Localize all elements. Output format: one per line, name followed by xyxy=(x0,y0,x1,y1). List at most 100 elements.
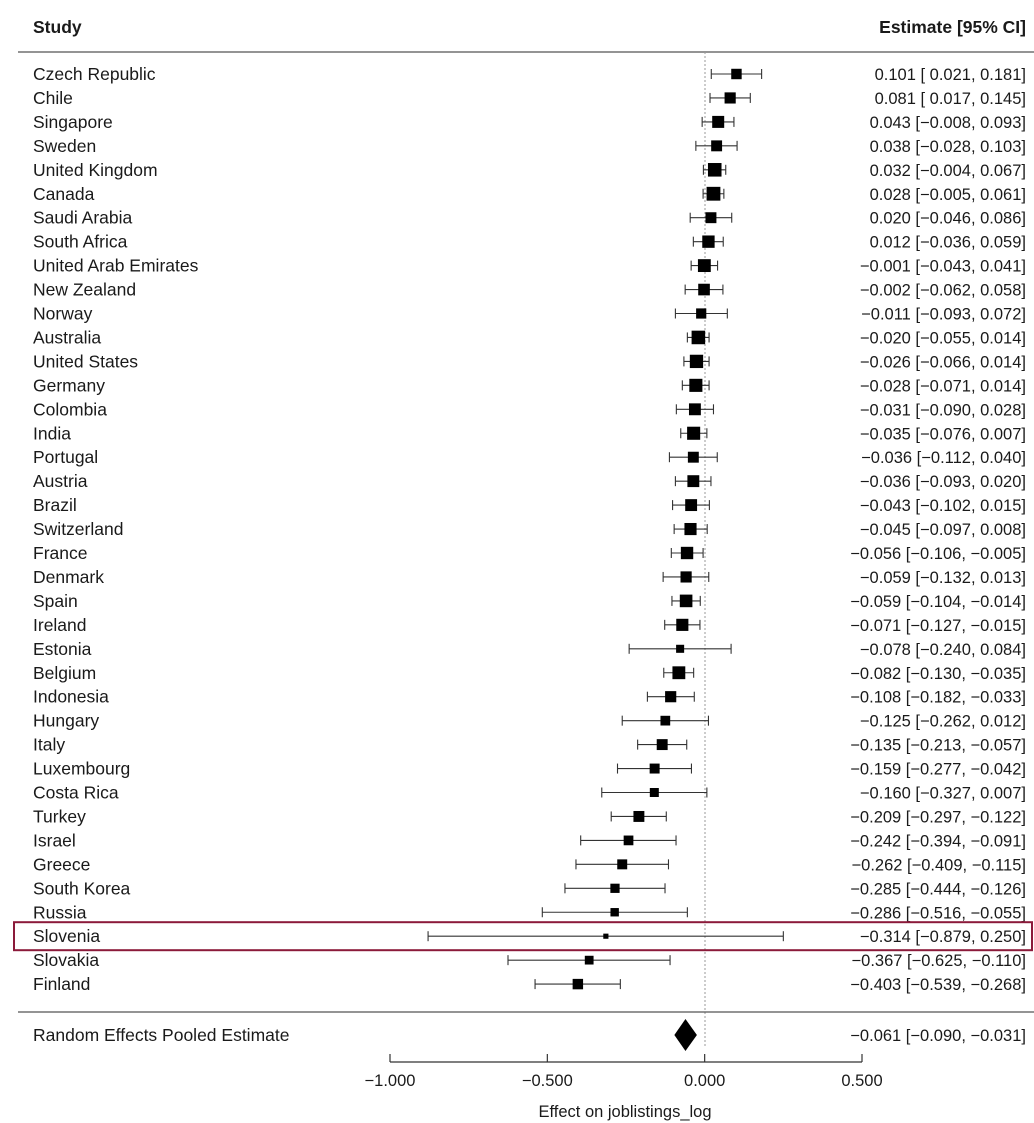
estimate-text: −0.082 [−0.130, −0.035] xyxy=(850,665,1026,683)
study-label: Estonia xyxy=(33,639,92,659)
estimate-text: −0.002 [−0.062, 0.058] xyxy=(860,282,1026,300)
study-row: Ireland −0.071 [−0.127, −0.015] xyxy=(33,615,1026,635)
estimate-text: −0.286 [−0.516, −0.055] xyxy=(850,904,1026,922)
study-row: Russia −0.286 [−0.516, −0.055] xyxy=(33,902,1026,922)
estimate-text: −0.026 [−0.066, 0.014] xyxy=(860,353,1026,371)
estimate-text: −0.020 [−0.055, 0.014] xyxy=(860,329,1026,347)
study-label: Singapore xyxy=(33,112,113,132)
study-label: France xyxy=(33,543,87,563)
estimate-text: −0.036 [−0.093, 0.020] xyxy=(860,473,1026,491)
study-row: Denmark −0.059 [−0.132, 0.013] xyxy=(33,567,1026,587)
estimate-text: −0.108 [−0.182, −0.033] xyxy=(850,689,1026,707)
header-study: Study xyxy=(33,17,82,37)
estimate-text: −0.071 [−0.127, −0.015] xyxy=(850,617,1026,635)
x-tick-label: 0.500 xyxy=(841,1072,882,1090)
estimate-square xyxy=(660,715,671,726)
estimate-text: −0.011 [−0.093, 0.072] xyxy=(861,306,1026,324)
study-row: India −0.035 [−0.076, 0.007] xyxy=(33,423,1026,443)
study-row: Greece −0.262 [−0.409, −0.115] xyxy=(33,854,1026,874)
estimate-text: −0.262 [−0.409, −0.115] xyxy=(852,856,1026,874)
estimate-square xyxy=(676,618,689,631)
study-label: India xyxy=(33,423,71,443)
study-label: Australia xyxy=(33,327,101,347)
study-row: Hungary −0.125 [−0.262, 0.012] xyxy=(33,711,1026,731)
estimate-text: −0.135 [−0.213, −0.057] xyxy=(850,737,1026,755)
estimate-square xyxy=(689,378,703,392)
estimate-square xyxy=(691,330,706,345)
estimate-text: 0.020 [−0.046, 0.086] xyxy=(870,210,1026,228)
study-row: Estonia −0.078 [−0.240, 0.084] xyxy=(33,639,1026,659)
estimate-text: 0.032 [−0.004, 0.067] xyxy=(870,162,1026,180)
estimate-square xyxy=(687,475,700,488)
study-row: Sweden 0.038 [−0.028, 0.103] xyxy=(33,136,1026,156)
estimate-text: 0.012 [−0.036, 0.059] xyxy=(870,234,1026,252)
header-estimate: Estimate [95% CI] xyxy=(879,17,1026,37)
study-row: Turkey −0.209 [−0.297, −0.122] xyxy=(33,806,1026,826)
study-label: Italy xyxy=(33,735,65,755)
pooled-label: Random Effects Pooled Estimate xyxy=(33,1025,289,1045)
estimate-square xyxy=(649,763,660,774)
study-label: Brazil xyxy=(33,495,77,515)
study-label: Turkey xyxy=(33,806,86,826)
study-label: Czech Republic xyxy=(33,64,156,84)
study-row: Czech Republic 0.101 [ 0.021, 0.181] xyxy=(33,64,1026,84)
estimate-text: −0.028 [−0.071, 0.014] xyxy=(860,377,1026,395)
estimate-text: −0.043 [−0.102, 0.015] xyxy=(860,497,1026,515)
estimate-text: −0.314 [−0.879, 0.250] xyxy=(860,928,1026,946)
estimate-square xyxy=(705,212,717,224)
estimate-square xyxy=(696,308,707,319)
estimate-square xyxy=(572,978,584,990)
study-row: Finland −0.403 [−0.539, −0.268] xyxy=(33,974,1026,994)
study-row: United Kingdom 0.032 [−0.004, 0.067] xyxy=(33,160,1026,180)
estimate-square xyxy=(676,644,685,653)
estimate-square xyxy=(685,499,698,512)
study-row: Slovakia −0.367 [−0.625, −0.110] xyxy=(33,950,1026,970)
estimate-text: −0.059 [−0.132, 0.013] xyxy=(860,569,1026,587)
estimate-text: −0.159 [−0.277, −0.042] xyxy=(850,761,1026,779)
study-label: Austria xyxy=(33,471,88,491)
study-row: South Africa 0.012 [−0.036, 0.059] xyxy=(33,232,1026,252)
study-row: New Zealand −0.002 [−0.062, 0.058] xyxy=(33,280,1026,300)
study-label: Slovenia xyxy=(33,926,100,946)
study-label: Canada xyxy=(33,184,95,204)
study-label: Sweden xyxy=(33,136,96,156)
study-label: Switzerland xyxy=(33,519,123,539)
study-row: Belgium −0.082 [−0.130, −0.035] xyxy=(33,663,1026,683)
study-label: Russia xyxy=(33,902,87,922)
x-tick-label: 0.000 xyxy=(684,1072,725,1090)
estimate-square xyxy=(680,546,694,560)
study-label: Slovakia xyxy=(33,950,99,970)
estimate-text: −0.367 [−0.625, −0.110] xyxy=(852,952,1026,970)
estimate-square xyxy=(706,186,721,201)
study-row: United Arab Emirates −0.001 [−0.043, 0.04… xyxy=(33,256,1026,276)
study-row: Slovenia −0.314 [−0.879, 0.250] xyxy=(33,926,1026,946)
study-label: United States xyxy=(33,351,138,371)
x-axis: −1.000 −0.500 0.000 0.500 xyxy=(365,1054,883,1090)
estimate-text: −0.209 [−0.297, −0.122] xyxy=(850,808,1026,826)
study-label: Saudi Arabia xyxy=(33,208,133,228)
study-row: Singapore 0.043 [−0.008, 0.093] xyxy=(33,112,1026,132)
estimate-square xyxy=(665,691,677,703)
estimate-text: −0.125 [−0.262, 0.012] xyxy=(860,713,1026,731)
x-tick-label: −1.000 xyxy=(365,1072,416,1090)
study-row: Chile 0.081 [ 0.017, 0.145] xyxy=(33,88,1026,108)
estimate-square xyxy=(584,955,594,965)
study-label: Germany xyxy=(33,375,105,395)
estimate-square xyxy=(698,283,710,296)
study-label: Indonesia xyxy=(33,687,109,707)
estimate-square xyxy=(707,163,722,177)
estimate-square xyxy=(610,883,620,893)
estimate-text: 0.101 [ 0.021, 0.181] xyxy=(875,66,1026,84)
study-label: Denmark xyxy=(33,567,104,587)
study-label: Hungary xyxy=(33,711,99,731)
study-label: Portugal xyxy=(33,447,98,467)
estimate-square xyxy=(689,354,704,369)
estimate-text: −0.160 [−0.327, 0.007] xyxy=(860,785,1026,803)
study-label: Belgium xyxy=(33,663,96,683)
estimate-text: −0.285 [−0.444, −0.126] xyxy=(850,880,1026,898)
estimate-square xyxy=(649,788,659,797)
estimate-square xyxy=(656,739,668,751)
estimate-text: 0.028 [−0.005, 0.061] xyxy=(870,186,1026,204)
study-label: South Korea xyxy=(33,878,131,898)
